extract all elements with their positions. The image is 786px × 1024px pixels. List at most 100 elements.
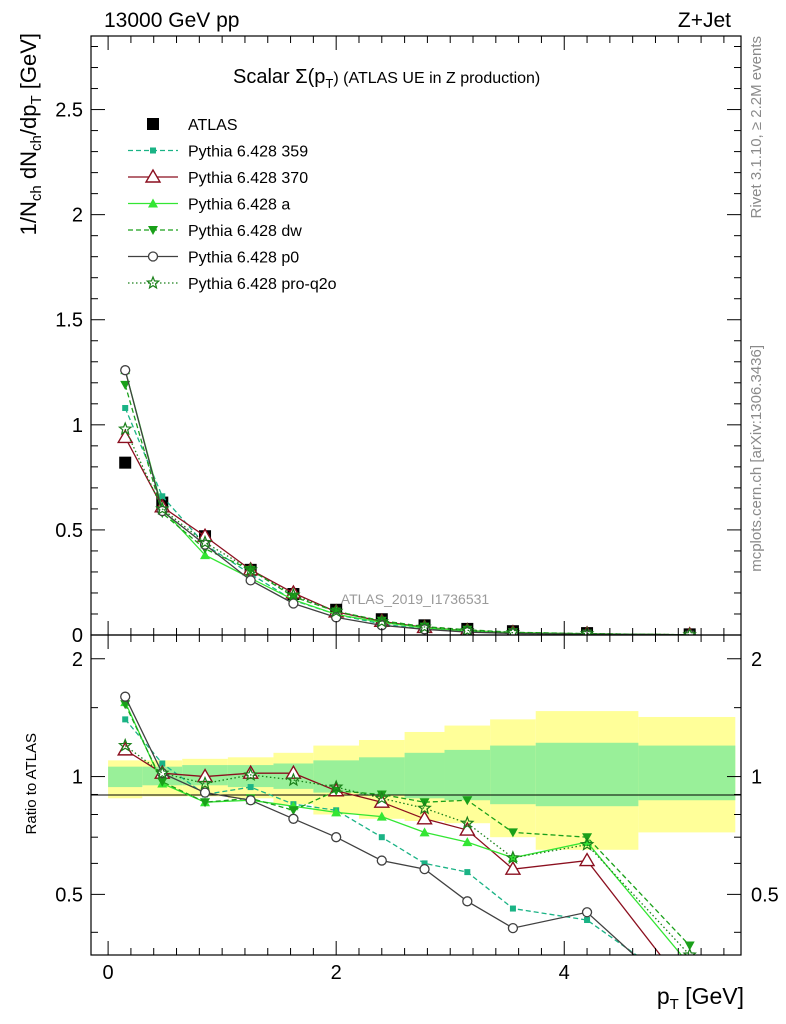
main-y-axis: 0 0.5 1 1.5 2 2.5: [55, 36, 741, 647]
header-right: Z+Jet: [678, 9, 731, 32]
main-5-point: [120, 365, 131, 376]
ratio-y-tick-label: 2: [72, 649, 83, 671]
ratio-5-line: [124, 745, 691, 955]
ratio-1-point: [196, 768, 214, 783]
main-y-tick-label: 0: [72, 625, 83, 647]
ratio-y-axis-label: Ratio to ATLAS: [23, 733, 40, 834]
ratio-4-series: [120, 691, 636, 955]
ratio-4-point: [245, 795, 256, 806]
ratio-5-point: [286, 772, 301, 787]
ratio-1-line: [124, 749, 662, 955]
ratio-4-point: [507, 922, 519, 934]
legend-label: Pythia 6.428 370: [188, 170, 308, 187]
x-axis-label: pT [GeV]: [657, 983, 744, 1013]
main-6-point: [117, 421, 133, 436]
legend-entry: Pythia 6.428 p0: [128, 250, 299, 267]
ratio-y-tick-label-right: 2: [751, 649, 762, 671]
stat-band-segment: [404, 752, 445, 799]
ratio-2-point: [376, 811, 387, 821]
legend-marker: [147, 251, 159, 262]
ratio-y-tick-label: 1: [72, 767, 83, 789]
ratio-0-point: [378, 834, 385, 841]
x-tick-label: 4: [559, 962, 570, 984]
main-6-point: [328, 603, 344, 618]
main-6-point: [243, 562, 258, 577]
ratio-y-tick-label-right: 1: [751, 767, 762, 789]
ratio-0-point: [509, 905, 516, 912]
ratio-4-point: [462, 896, 473, 907]
ratio-y-tick-label: 0.5: [55, 884, 83, 906]
ratio-series-group: [116, 691, 697, 969]
ratio-3-point: [288, 806, 299, 816]
ratio-2-point: [685, 960, 695, 969]
legend-marker: [150, 147, 156, 154]
ratio-4-point: [288, 813, 299, 824]
ratio-3-point: [376, 790, 387, 800]
ratio-3-point: [684, 941, 695, 951]
ratio-0-point: [421, 860, 428, 867]
ratio-4-point: [331, 832, 342, 843]
ratio-1-point: [459, 821, 476, 836]
main-6-point: [682, 627, 697, 635]
main-3-line: [124, 370, 690, 635]
ratio-y-tick-label-right: 0.5: [751, 884, 779, 906]
main-4-point: [120, 380, 131, 390]
legend-label: Pythia 6.428 p0: [188, 250, 299, 267]
ratio-5-point: [682, 947, 697, 955]
main-1-point: [122, 405, 129, 412]
legend-label: ATLAS: [188, 117, 238, 134]
legend-entry: ATLAS: [147, 117, 238, 134]
ratio-0-line: [124, 718, 638, 955]
ratio-5-point: [579, 836, 595, 851]
legend-entry: Pythia 6.428 dw: [128, 223, 302, 240]
main-0-point: [119, 456, 132, 469]
x-tick-label: 0: [103, 962, 114, 984]
ratio-3-point: [507, 828, 518, 838]
main-6-point: [155, 501, 170, 516]
ratio-0-point: [247, 784, 254, 791]
main-6-point: [460, 622, 475, 635]
main-y-tick-label: 1.5: [55, 310, 83, 332]
ratio-0-point: [122, 716, 129, 723]
main-6-point: [286, 587, 301, 602]
main-5-line: [124, 370, 690, 635]
legend-marker: [148, 198, 158, 208]
legend: ATLAS Pythia 6.428 359 Pythia 6.428 370 Pyt…: [128, 117, 337, 293]
header-left: 13000 GeV pp: [104, 9, 239, 32]
ratio-5-point: [417, 800, 432, 815]
ratio-0-point: [464, 869, 471, 876]
legend-label: Pythia 6.428 pro-q2o: [188, 276, 337, 293]
main-y-axis-label: 1/Nch dNch/dpT [GeV]: [16, 33, 45, 235]
rivet-label: Rivet 3.1.10, ≥ 2.2M events: [748, 36, 765, 219]
ratio-5-point: [328, 779, 344, 794]
main-6-point: [417, 619, 432, 634]
stat-band-segment: [490, 745, 536, 805]
main-6-line: [124, 428, 690, 635]
ratio-2-point: [419, 827, 430, 837]
ratio-2-point: [331, 807, 342, 817]
legend-label: Pythia 6.428 a: [188, 197, 290, 214]
legend-marker: [145, 275, 161, 290]
main-5-point: [245, 575, 256, 586]
main-title: Scalar Σ(pT) (ATLAS UE in Z production): [233, 66, 540, 91]
legend-label: Pythia 6.428 359: [188, 144, 308, 161]
ratio-1-point: [416, 810, 433, 825]
ratio-0-point: [584, 917, 591, 924]
main-6-point: [505, 625, 521, 635]
legend-marker: [147, 118, 159, 130]
stat-band-segment: [444, 749, 491, 801]
main-5-point: [288, 598, 299, 609]
legend-label: Pythia 6.428 dw: [188, 223, 302, 240]
main-y-tick-label: 2.5: [55, 100, 83, 122]
legend-entry: Pythia 6.428 370: [128, 168, 308, 187]
ratio-0-point: [159, 760, 166, 767]
legend-entry: Pythia 6.428 pro-q2o: [128, 275, 337, 293]
ratio-4-line: [124, 696, 636, 955]
main-6-point: [197, 534, 213, 549]
main-5-point: [462, 626, 473, 635]
ratio-1-point: [504, 860, 522, 875]
ratio-4-point: [419, 864, 430, 875]
stat-band-segment: [358, 757, 405, 795]
main-4-line: [124, 384, 690, 635]
